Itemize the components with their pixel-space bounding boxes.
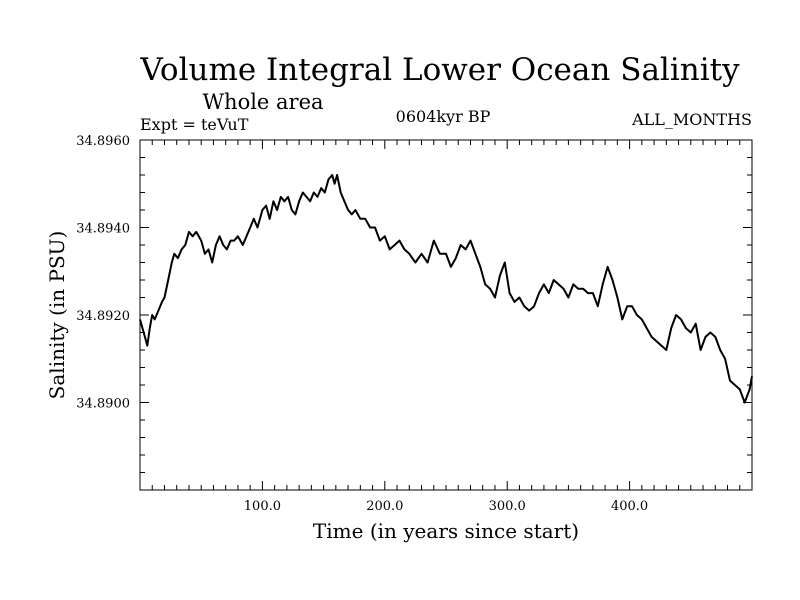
- x-tick-label: 200.0: [366, 499, 403, 514]
- period-label: 0604kyr BP: [396, 107, 491, 126]
- axis-tick-labels: 100.0 200.0 300.0 400.0 34.8900 34.8920 34.894…: [76, 134, 648, 514]
- chart-subtitle: Whole area: [202, 90, 323, 114]
- y-tick-label: 34.8940: [76, 222, 130, 237]
- y-tick-label: 34.8900: [76, 397, 130, 412]
- y-axis-label: Salinity (in PSU): [45, 231, 69, 400]
- axis-ticks: [140, 140, 752, 490]
- months-label: ALL_MONTHS: [631, 110, 752, 129]
- x-tick-label: 400.0: [611, 499, 648, 514]
- x-tick-label: 100.0: [244, 499, 281, 514]
- x-axis-label: Time (in years since start): [313, 519, 579, 543]
- y-tick-label: 34.8960: [76, 134, 130, 149]
- y-tick-label: 34.8920: [76, 309, 130, 324]
- expt-label: Expt = teVuT: [140, 115, 249, 134]
- chart-title: Volume Integral Lower Ocean Salinity: [139, 52, 740, 88]
- plot-frame: [139, 139, 753, 491]
- salinity-series-line: [139, 174, 753, 404]
- x-tick-label: 300.0: [489, 499, 526, 514]
